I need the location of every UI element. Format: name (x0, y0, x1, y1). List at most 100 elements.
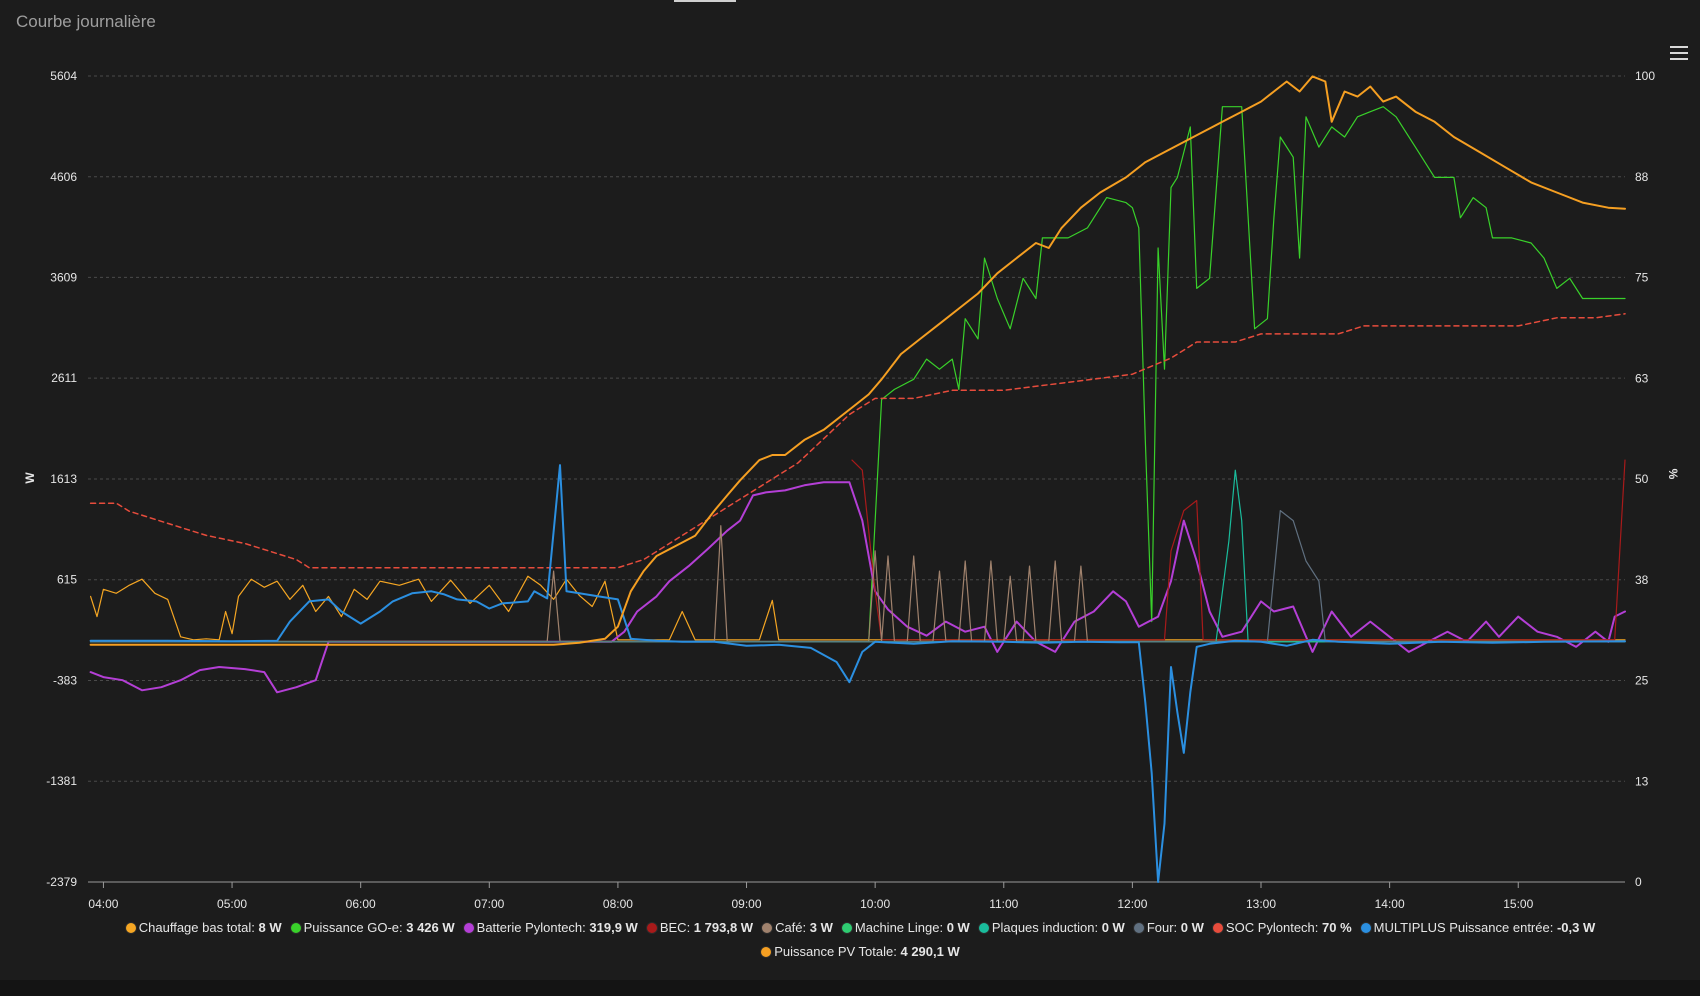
y-right-tick-label: 75 (1635, 271, 1649, 285)
y-right-tick-label: 13 (1635, 774, 1649, 788)
legend-series-value: -0,3 W (1556, 920, 1596, 935)
x-tick-label: 08:00 (603, 897, 633, 911)
y-right-tick-label: 88 (1635, 170, 1649, 184)
legend-separator: : (802, 920, 810, 935)
bottom-strip (0, 980, 1700, 996)
series-line-puissance-go-e[interactable] (90, 106, 1626, 643)
series-group (89, 75, 1626, 883)
legend-series-name: Chauffage bas total (138, 920, 252, 935)
x-tick-label: 04:00 (88, 897, 118, 911)
legend-series-value: 0 W (946, 920, 970, 935)
legend-color-dot (124, 922, 137, 934)
series-line-multiplus-puissance-entr-e[interactable] (89, 464, 1626, 883)
hamburger-menu-icon[interactable] (1670, 46, 1688, 62)
legend-color-dot (289, 922, 302, 934)
card-title: Courbe journalière (16, 12, 156, 31)
legend-item[interactable]: MULTIPLUS Puissance entrée: -0,3 W (1359, 916, 1596, 940)
y-axis-right-label: % (1666, 469, 1680, 480)
legend-color-dot (761, 922, 774, 934)
legend-series-name: Café (775, 920, 803, 935)
legend-item[interactable]: Machine Linge: 0 W (840, 916, 970, 940)
x-tick-label: 06:00 (346, 897, 376, 911)
series-line-puissance-pv-totale[interactable] (89, 75, 1626, 646)
x-tick-label: 07:00 (474, 897, 504, 911)
series-line-four[interactable] (90, 510, 1626, 643)
y-right-tick-label: 25 (1635, 674, 1649, 688)
y-right-tick-label: 100 (1635, 69, 1655, 83)
legend-item[interactable]: Puissance PV Totale: 4 290,1 W (760, 940, 960, 964)
y-right-tick-label: 0 (1635, 875, 1642, 889)
legend-separator: : (1173, 920, 1181, 935)
x-tick-label: 13:00 (1246, 897, 1276, 911)
legend-series-value: 0 W (1101, 920, 1125, 935)
legend-separator: : (399, 920, 407, 935)
series-line-batterie-pylontech[interactable] (89, 481, 1626, 694)
x-tick-label: 10:00 (860, 897, 890, 911)
legend-series-value: 3 W (809, 920, 833, 935)
legend-separator: : (893, 944, 901, 959)
legend-series-name: BEC (659, 920, 687, 935)
legend-series-name: Puissance PV Totale (774, 944, 894, 959)
y-left-tick-label: -2379 (46, 875, 77, 889)
series-line-soc-pylontech[interactable] (89, 313, 1626, 569)
y-right-tick-label: 38 (1635, 573, 1649, 587)
y-axis-left: 5604 4606 3609 2611 1613 615 -383 -1381 -2379 (46, 69, 77, 889)
legend-item[interactable]: Chauffage bas total: 8 W (124, 916, 282, 940)
legend-item[interactable]: Puissance GO-e: 3 426 W (289, 916, 455, 940)
y-left-tick-label: 615 (57, 573, 77, 587)
y-left-tick-label: 2611 (51, 371, 77, 385)
series-line-plaques-induction[interactable] (90, 469, 1626, 643)
legend-separator: : (939, 920, 947, 935)
legend-series-name: Plaques induction (991, 920, 1095, 935)
y-left-tick-label: -383 (53, 673, 77, 687)
y-left-tick-label: 1613 (50, 472, 77, 486)
legend-series-name: SOC Pylontech (1225, 920, 1315, 935)
legend-item[interactable]: BEC: 1 793,8 W (645, 916, 754, 940)
y-left-tick-label: 4606 (50, 170, 77, 184)
legend-series-value: 0 W (1180, 920, 1204, 935)
legend-color-dot (760, 946, 773, 958)
legend-series-name: Four (1146, 920, 1174, 935)
legend-separator: : (1094, 920, 1102, 935)
legend-series-value: 70 % (1322, 920, 1352, 935)
legend-item[interactable]: Café: 3 W (761, 916, 833, 940)
legend-series-value: 4 290,1 W (900, 944, 960, 959)
legend-series-name: Puissance GO-e (303, 920, 399, 935)
series-line-bec[interactable] (851, 459, 1626, 641)
legend-color-dot (1359, 922, 1372, 934)
legend-item[interactable]: Plaques induction: 0 W (977, 916, 1125, 940)
legend-color-dot (840, 922, 853, 934)
legend-item[interactable]: Four: 0 W (1132, 916, 1204, 940)
y-left-tick-label: 3609 (50, 270, 77, 284)
x-tick-label: 05:00 (217, 897, 247, 911)
x-tick-label: 15:00 (1503, 897, 1533, 911)
x-tick-label: 14:00 (1375, 897, 1405, 911)
y-axis-right: 100 88 75 63 50 38 25 13 0 (1635, 69, 1655, 889)
chart-legend: Chauffage bas total: 8 W Puissance GO-e: … (60, 916, 1660, 964)
legend-series-name: Machine Linge (854, 920, 940, 935)
y-right-tick-label: 63 (1635, 371, 1649, 385)
x-axis: 04:00 05:00 06:00 07:00 08:00 09:00 10:00 11:00… (88, 882, 1534, 911)
legend-color-dot (645, 922, 658, 934)
legend-separator: : (582, 920, 590, 935)
legend-item[interactable]: SOC Pylontech: 70 % (1211, 916, 1352, 940)
legend-separator: : (251, 920, 259, 935)
y-axis-left-label: W (23, 472, 37, 484)
legend-series-value: 8 W (258, 920, 282, 935)
legend-color-dot (462, 922, 475, 934)
series-line-caf[interactable] (90, 525, 1626, 642)
x-tick-label: 09:00 (732, 897, 762, 911)
legend-separator: : (686, 920, 694, 935)
legend-series-value: 1 793,8 W (693, 920, 754, 935)
y-right-tick-label: 50 (1635, 472, 1649, 486)
legend-separator: : (1314, 920, 1323, 935)
legend-color-dot (977, 922, 990, 934)
legend-item[interactable]: Batterie Pylontech: 319,9 W (462, 916, 638, 940)
y-left-tick-label: -1381 (46, 774, 77, 788)
series-line-chauffage-bas-total[interactable] (90, 575, 1626, 641)
x-tick-label: 11:00 (989, 897, 1018, 911)
legend-separator: : (1549, 920, 1557, 935)
legend-series-value: 319,9 W (589, 920, 638, 935)
